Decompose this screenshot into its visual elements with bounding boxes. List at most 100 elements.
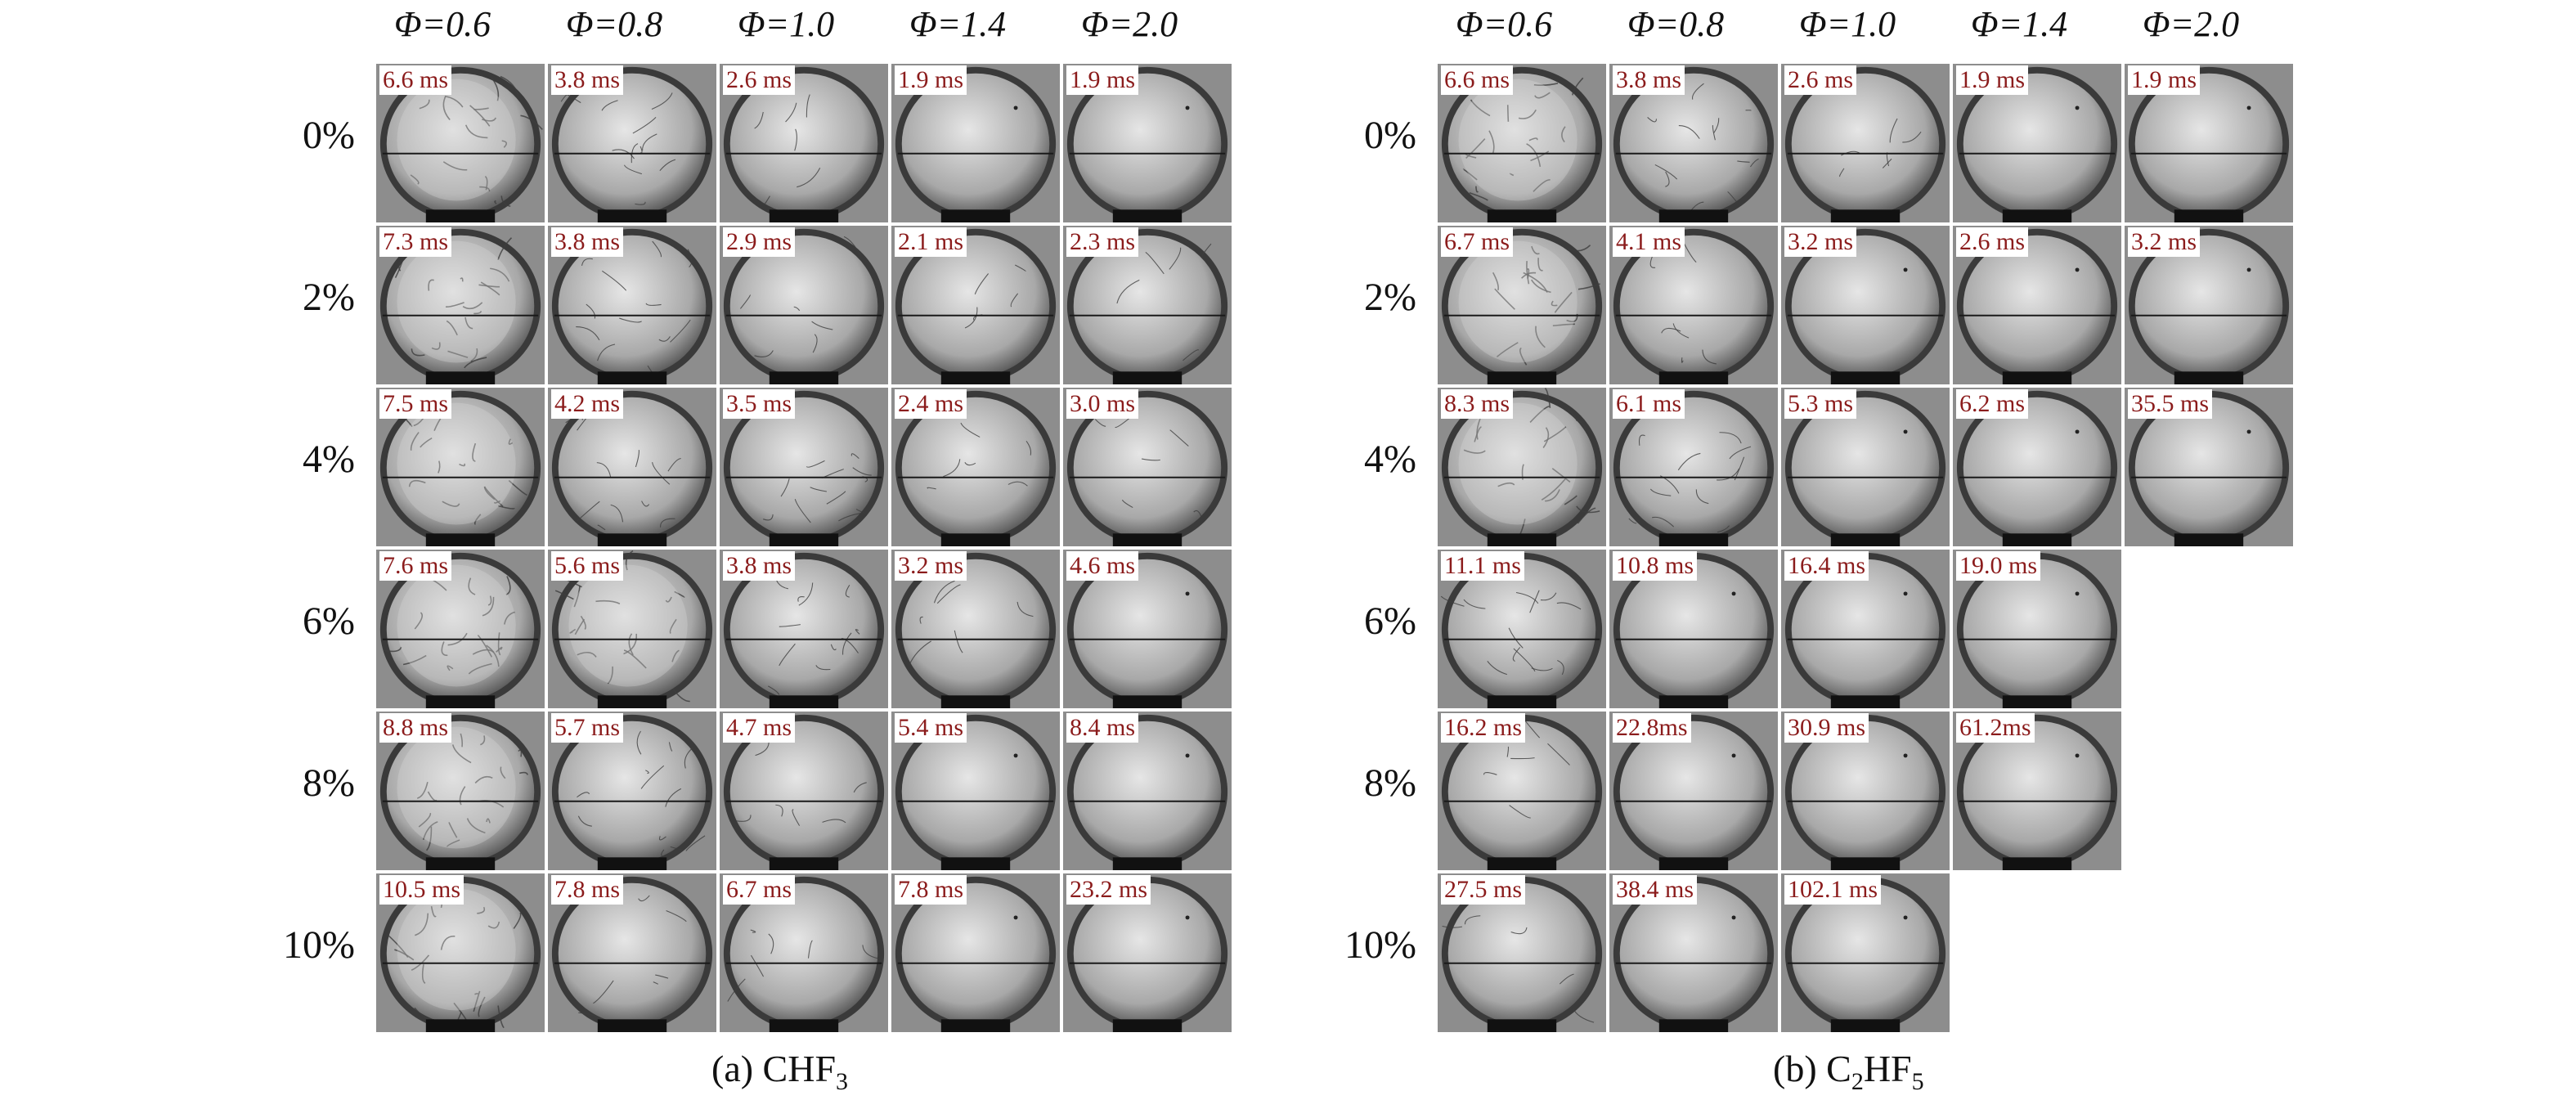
caption-text: (a) CHF — [711, 1048, 837, 1089]
flame-image: 102.1 ms — [1781, 873, 1950, 1032]
flame-image: 4.6 ms — [1063, 550, 1232, 708]
time-label: 3.2 ms — [2128, 227, 2201, 257]
time-label: 6.7 ms — [1441, 227, 1514, 257]
phi-header: Φ=0.8 — [1627, 4, 1725, 44]
flame-image: 7.8 ms — [891, 873, 1060, 1032]
time-label: 4.7 ms — [723, 713, 796, 743]
time-label: 10.5 ms — [379, 875, 464, 905]
flame-image: 8.8 ms — [376, 712, 545, 870]
flame-image: 7.8 ms — [548, 873, 716, 1032]
time-label: 61.2ms — [1956, 713, 2035, 743]
time-label: 2.6 ms — [723, 65, 796, 95]
phi-header: Φ=2.0 — [1081, 4, 1178, 44]
time-label: 16.4 ms — [1784, 551, 1869, 581]
time-label: 2.1 ms — [895, 227, 967, 257]
time-label: 8.4 ms — [1066, 713, 1139, 743]
panel-caption: (b) C2HF5 — [1773, 1047, 1924, 1096]
time-label: 22.8ms — [1613, 713, 1691, 743]
time-label: 8.3 ms — [1441, 389, 1514, 419]
flame-image: 5.6 ms — [548, 550, 716, 708]
time-label: 6.2 ms — [1956, 389, 2029, 419]
flame-image: 10.8 ms — [1609, 550, 1778, 708]
flame-image: 1.9 ms — [2125, 64, 2293, 222]
flame-image: 6.7 ms — [720, 873, 888, 1032]
time-label: 2.4 ms — [895, 389, 967, 419]
time-label: 3.2 ms — [1784, 227, 1857, 257]
flame-image: 3.2 ms — [891, 550, 1060, 708]
time-label: 5.6 ms — [551, 551, 624, 581]
concentration-label: 6% — [303, 599, 355, 643]
flame-image: 3.8 ms — [1609, 64, 1778, 222]
flame-image: 7.3 ms — [376, 226, 545, 384]
flame-image: 16.2 ms — [1438, 712, 1606, 870]
flame-image: 6.6 ms — [1438, 64, 1606, 222]
flame-image: 6.1 ms — [1609, 388, 1778, 546]
time-label: 102.1 ms — [1784, 875, 1882, 905]
flame-image: 2.3 ms — [1063, 226, 1232, 384]
flame-image: 1.9 ms — [891, 64, 1060, 222]
flame-image: 8.4 ms — [1063, 712, 1232, 870]
flame-image: 3.5 ms — [720, 388, 888, 546]
caption-subscript: 2 — [1851, 1068, 1864, 1096]
flame-image: 6.2 ms — [1953, 388, 2121, 546]
flame-image: 5.4 ms — [891, 712, 1060, 870]
flame-image: 3.8 ms — [720, 550, 888, 708]
flame-image: 30.9 ms — [1781, 712, 1950, 870]
flame-image: 3.8 ms — [548, 226, 716, 384]
time-label: 7.5 ms — [379, 389, 452, 419]
flame-image: 10.5 ms — [376, 873, 545, 1032]
time-label: 8.8 ms — [379, 713, 452, 743]
time-label: 6.6 ms — [1441, 65, 1514, 95]
flame-image: 2.4 ms — [891, 388, 1060, 546]
flame-image: 3.2 ms — [2125, 226, 2293, 384]
concentration-label: 2% — [303, 276, 355, 319]
concentration-label: 6% — [1364, 599, 1416, 643]
time-label: 2.6 ms — [1784, 65, 1857, 95]
time-label: 6.1 ms — [1613, 389, 1685, 419]
concentration-label: 4% — [1364, 438, 1416, 481]
phi-header: Φ=0.8 — [566, 4, 663, 44]
caption-text-2: HF — [1863, 1048, 1912, 1089]
flame-image: 27.5 ms — [1438, 873, 1606, 1032]
flame-image: 5.3 ms — [1781, 388, 1950, 546]
flame-image: 8.3 ms — [1438, 388, 1606, 546]
time-label: 5.4 ms — [895, 713, 967, 743]
flame-image: 2.6 ms — [1781, 64, 1950, 222]
concentration-label: 0% — [1364, 114, 1416, 157]
concentration-label: 10% — [1344, 923, 1416, 967]
time-label: 27.5 ms — [1441, 875, 1526, 905]
time-label: 3.0 ms — [1066, 389, 1139, 419]
time-label: 3.8 ms — [551, 227, 624, 257]
caption-text: (b) C — [1773, 1048, 1851, 1089]
time-label: 4.6 ms — [1066, 551, 1139, 581]
flame-image: 35.5 ms — [2125, 388, 2293, 546]
flame-image: 3.0 ms — [1063, 388, 1232, 546]
time-label: 3.2 ms — [895, 551, 967, 581]
time-label: 2.9 ms — [723, 227, 796, 257]
phi-header: Φ=1.0 — [738, 4, 835, 44]
flame-image: 61.2ms — [1953, 712, 2121, 870]
phi-header: Φ=1.4 — [909, 4, 1007, 44]
flame-image: 19.0 ms — [1953, 550, 2121, 708]
time-label: 30.9 ms — [1784, 713, 1869, 743]
phi-header: Φ=1.4 — [1971, 4, 2068, 44]
concentration-label: 2% — [1364, 276, 1416, 319]
flame-image: 4.1 ms — [1609, 226, 1778, 384]
concentration-label: 4% — [303, 438, 355, 481]
concentration-label: 0% — [303, 114, 355, 157]
time-label: 3.8 ms — [551, 65, 624, 95]
flame-image: 6.6 ms — [376, 64, 545, 222]
time-label: 5.7 ms — [551, 713, 624, 743]
flame-image: 1.9 ms — [1953, 64, 2121, 222]
flame-image: 2.6 ms — [720, 64, 888, 222]
flame-image: 38.4 ms — [1609, 873, 1778, 1032]
concentration-label: 8% — [1364, 761, 1416, 805]
flame-image: 2.9 ms — [720, 226, 888, 384]
flame-image: 5.7 ms — [548, 712, 716, 870]
flame-image: 3.2 ms — [1781, 226, 1950, 384]
caption-subscript-2: 5 — [1911, 1068, 1924, 1096]
concentration-label: 10% — [283, 923, 355, 967]
flame-image: 4.7 ms — [720, 712, 888, 870]
time-label: 7.8 ms — [551, 875, 624, 905]
time-label: 2.6 ms — [1956, 227, 2029, 257]
